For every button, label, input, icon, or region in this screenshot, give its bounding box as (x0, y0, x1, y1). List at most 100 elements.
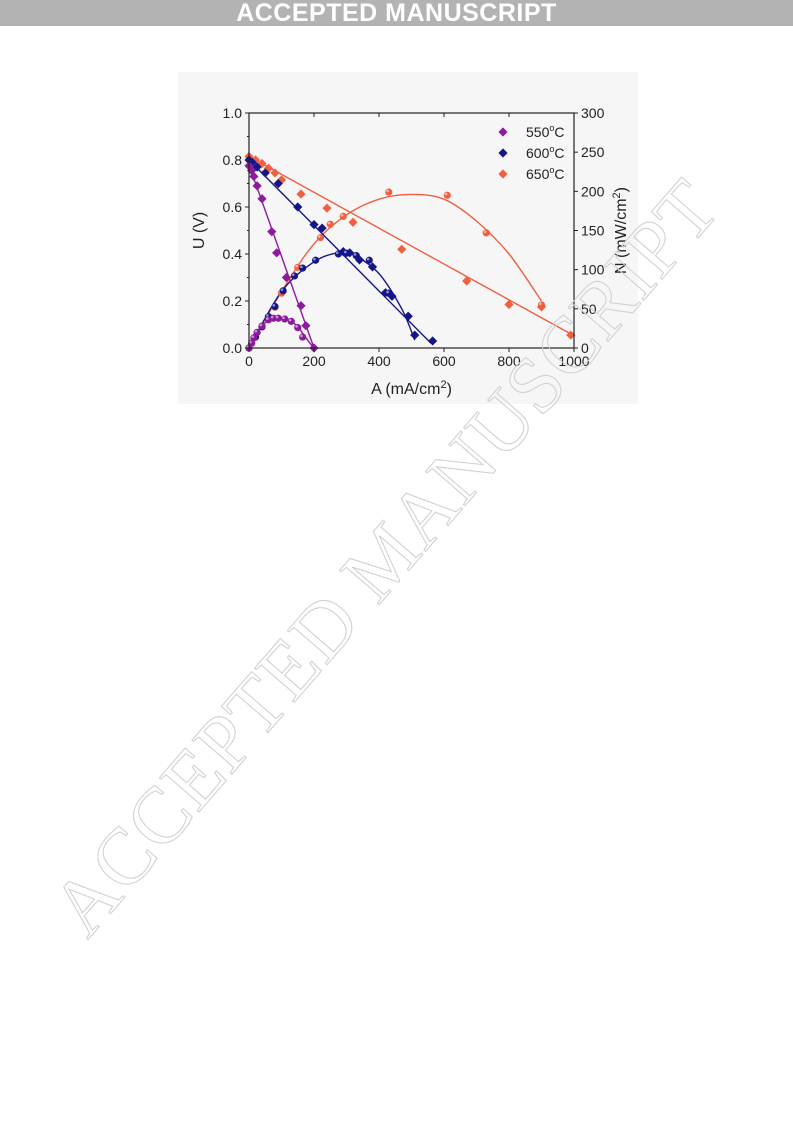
power-point-600 (299, 264, 307, 272)
x-tick-label: 600 (432, 353, 456, 369)
voltage-point-550 (272, 248, 282, 258)
x-axis-label-main: A (mA/cm (371, 381, 440, 398)
x-axis-label-end: ) (447, 381, 452, 398)
power-point-highlight-650 (539, 302, 542, 306)
legend-label-degree: o (549, 123, 554, 133)
power-point-550 (281, 315, 289, 323)
power-point-650 (326, 220, 334, 228)
y2-axis-label: N (mW/cm2) (611, 187, 630, 274)
power-point-600 (271, 302, 279, 311)
power-point-highlight-550 (251, 335, 254, 338)
y2-axis-label-end: ) (613, 187, 630, 192)
power-point-650 (537, 301, 546, 309)
power-point-650 (443, 191, 451, 199)
power-point-highlight-550 (300, 334, 303, 338)
y-axis-label: U (V) (191, 212, 208, 249)
voltage-point-650 (250, 155, 261, 165)
voltage-point-600 (273, 178, 283, 189)
voltage-point-650 (296, 189, 306, 199)
y2-tick-label: 250 (581, 144, 605, 160)
power-point-highlight-650 (340, 213, 344, 217)
power-point-600 (334, 250, 342, 258)
power-point-highlight-600 (386, 290, 389, 294)
power-point-highlight-550 (270, 315, 274, 319)
x-tick-label: 0 (245, 353, 253, 369)
x-tick-label: 800 (497, 353, 521, 369)
power-fit-line-600 (248, 251, 416, 349)
voltage-point-600 (410, 330, 420, 340)
voltage-point-650 (270, 168, 280, 178)
power-point-600 (365, 256, 373, 264)
voltage-fit-line-650 (248, 155, 572, 335)
y-tick-label: 0.8 (223, 152, 243, 168)
power-point-highlight-550 (282, 316, 285, 320)
axes: 0 200 400 600 800 1000 0.0 0.2 0.4 0.6 0.8 1.0 0 50 10… (191, 105, 630, 398)
legend-label-unit: C (554, 145, 564, 161)
legend-label-unit: C (554, 124, 564, 140)
legend-marker-650 (498, 169, 508, 179)
power-point-highlight-600 (344, 250, 347, 254)
legend-label-degree: o (549, 165, 554, 175)
voltage-point-650 (348, 217, 358, 227)
power-point-highlight-650 (444, 192, 448, 196)
legend-label-unit: C (554, 166, 564, 182)
legend-label-value: 550 (526, 124, 550, 140)
y2-tick-label: 0 (581, 340, 589, 356)
banner-title: ACCEPTED MANUSCRIPT (236, 0, 557, 27)
power-point-highlight-650 (327, 221, 331, 225)
voltage-point-650 (397, 244, 407, 254)
fuel-cell-performance-chart: 0 200 400 600 800 1000 0.0 0.2 0.4 0.6 0.8 1.0 0 50 10… (191, 105, 630, 398)
y-tick-label: 0.2 (223, 293, 243, 309)
y2-axis-label-sup: 2 (611, 192, 623, 198)
x-tick-label: 1000 (558, 353, 589, 369)
legend-marker-550 (498, 127, 508, 137)
voltage-point-550 (281, 272, 291, 283)
legend-marker-600 (498, 148, 508, 158)
power-point-600 (385, 289, 393, 297)
power-point-550 (287, 317, 295, 325)
voltage-point-550 (267, 227, 277, 237)
power-point-highlight-600 (300, 265, 303, 269)
power-point-highlight-600 (266, 314, 269, 317)
power-point-highlight-550 (254, 329, 258, 333)
legend-label-degree: o (549, 144, 554, 154)
power-point-550 (253, 328, 261, 336)
figure-panel: 0 200 400 600 800 1000 0.0 0.2 0.4 0.6 0.8 1.0 0 50 10… (178, 72, 638, 404)
power-point-650 (339, 212, 347, 220)
power-point-highlight-650 (386, 189, 389, 193)
power-point-highlight-600 (292, 273, 295, 277)
voltage-point-600 (317, 223, 327, 233)
x-axis-label-sup: 2 (440, 379, 446, 391)
power-point-650 (385, 188, 393, 196)
power-point-600 (290, 272, 299, 280)
power-point-highlight-600 (335, 251, 339, 255)
voltage-point-650 (566, 330, 576, 340)
power-point-600 (352, 251, 360, 260)
legend-label-600: 600oC (526, 144, 565, 161)
y2-tick-label: 150 (581, 223, 605, 239)
power-point-highlight-600 (313, 257, 316, 261)
y-tick-label: 0.6 (223, 199, 243, 215)
power-point-highlight-550 (295, 325, 298, 328)
power-point-550 (294, 324, 302, 332)
power-point-highlight-650 (483, 230, 487, 233)
y-tick-label: 0.0 (223, 340, 243, 356)
y-tick-label: 1.0 (223, 105, 243, 121)
power-point-highlight-650 (295, 264, 298, 268)
power-point-650 (482, 229, 490, 237)
y2-axis-label-main: N (mW/cm (613, 198, 630, 274)
power-point-highlight-550 (275, 315, 279, 319)
power-point-highlight-550 (249, 340, 252, 344)
voltage-point-600 (367, 262, 378, 272)
voltage-point-550 (296, 301, 306, 311)
voltage-point-600 (428, 336, 438, 346)
voltage-point-550 (257, 194, 267, 204)
legend-label-value: 650 (526, 166, 550, 182)
data-markers (244, 151, 576, 353)
legend-label-550: 550oC (526, 123, 565, 140)
y-tick-label: 0.4 (223, 246, 243, 262)
power-point-highlight-600 (366, 257, 370, 261)
voltage-point-600 (293, 202, 303, 212)
y2-tick-label: 100 (581, 262, 605, 278)
